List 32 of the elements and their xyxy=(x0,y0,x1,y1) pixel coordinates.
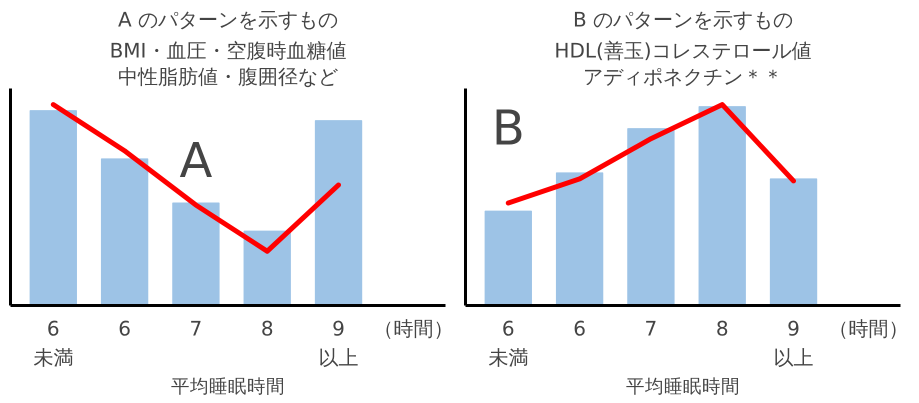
chart-subtitle: HDL(善玉)コレステロール値 xyxy=(554,38,812,62)
bar xyxy=(770,178,818,306)
text: （時間） xyxy=(373,316,454,340)
x-tick-label: 9 以上 xyxy=(774,316,814,370)
chart-title: A のパターンを示すもの xyxy=(118,8,338,32)
bar xyxy=(100,158,148,306)
bar xyxy=(556,172,604,306)
x-tick-label: 6 xyxy=(573,316,586,340)
bar xyxy=(30,110,77,306)
x-tick-label: 8 xyxy=(716,316,729,340)
x-tick-label: 9 以上 xyxy=(318,316,359,370)
x-tick-label: 6 未満 xyxy=(488,316,528,370)
chart-title: B のパターンを示すもの xyxy=(572,8,794,32)
annotation: B xyxy=(492,100,525,157)
x-tick-label: 7 xyxy=(190,316,202,340)
annotation: A xyxy=(179,132,212,189)
text: アディポネクチン＊＊ xyxy=(583,64,783,88)
bar xyxy=(627,128,675,306)
x-tick-label: 8 xyxy=(260,316,274,340)
chart-subtitle: BMI・血圧・空腹時血糖値 xyxy=(110,38,346,62)
bar xyxy=(172,202,220,306)
text: 中性脂肪値・腹囲径など xyxy=(118,64,338,88)
x-axis-title: 平均睡眠時間 xyxy=(626,376,740,398)
text: （時間） xyxy=(828,316,908,340)
x-tick-label: 7 xyxy=(644,316,658,340)
x-tick-label: 6 xyxy=(118,316,131,340)
bar xyxy=(698,106,746,306)
x-tick-label: 6 未満 xyxy=(33,316,74,370)
bar xyxy=(484,210,532,306)
bar xyxy=(314,120,362,306)
x-axis-title: 平均睡眠時間 xyxy=(171,376,285,398)
bar xyxy=(244,230,291,306)
